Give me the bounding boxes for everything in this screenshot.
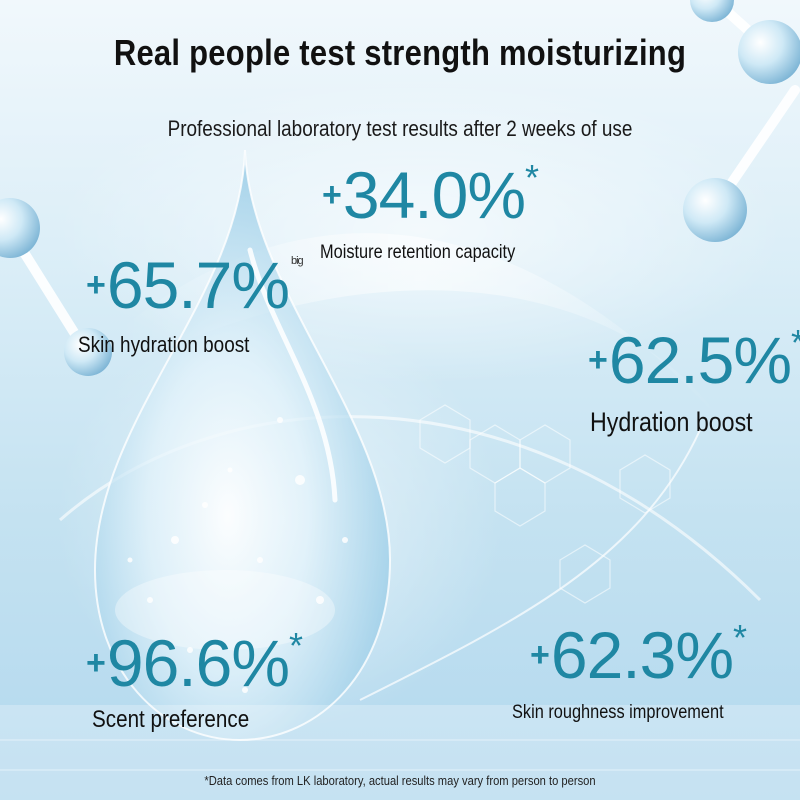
stat-label: Skin hydration boost — [78, 332, 250, 357]
plus-sign: + — [322, 176, 342, 214]
stat-label: Skin roughness improvement — [512, 702, 724, 723]
stat-label: Moisture retention capacity — [320, 242, 516, 263]
disclaimer-footnote: *Data comes from LK laboratory, actual r… — [204, 773, 596, 788]
stat-value-block: +62.5%* — [588, 322, 800, 394]
stat-value-block: +65.7% big — [86, 252, 304, 318]
stat-skin-roughness: +62.3%* Skin roughness improvement — [512, 617, 758, 724]
plus-sign: + — [86, 644, 106, 682]
stat-percentage: 62.3% — [550, 618, 734, 692]
stat-value-block: +96.6%* — [86, 625, 303, 697]
plus-sign: + — [588, 341, 608, 379]
stat-percentage: 65.7% — [106, 248, 290, 322]
stat-scent-preference: +96.6%* Scent preference — [86, 625, 303, 734]
plus-sign: + — [530, 636, 550, 674]
page-subtitle: Professional laboratory test results aft… — [167, 116, 633, 141]
stat-label: Hydration boost — [590, 407, 753, 437]
stat-moisture-retention: +34.0%* Moisture retention capacity — [320, 157, 547, 264]
plus-sign: + — [86, 266, 106, 304]
stat-percentage: 34.0% — [342, 158, 526, 232]
stat-label: Scent preference — [92, 706, 250, 733]
asterisk-mark: * — [525, 157, 539, 198]
stat-percentage: 96.6% — [106, 626, 290, 700]
stat-value-block: +34.0%* — [322, 157, 547, 229]
stat-skin-hydration: +65.7% big Skin hydration boost — [78, 252, 304, 358]
asterisk-mark: * — [289, 625, 303, 666]
stat-value-block: +62.3%* — [530, 617, 758, 689]
stat-percentage: 62.5% — [608, 323, 792, 397]
page-title: Real people test strength moisturizing — [113, 32, 687, 73]
mark-label: big — [291, 255, 304, 267]
asterisk-mark: * — [791, 322, 800, 363]
stat-hydration-boost: +62.5%* Hydration boost — [588, 325, 800, 438]
asterisk-mark: * — [733, 617, 747, 658]
